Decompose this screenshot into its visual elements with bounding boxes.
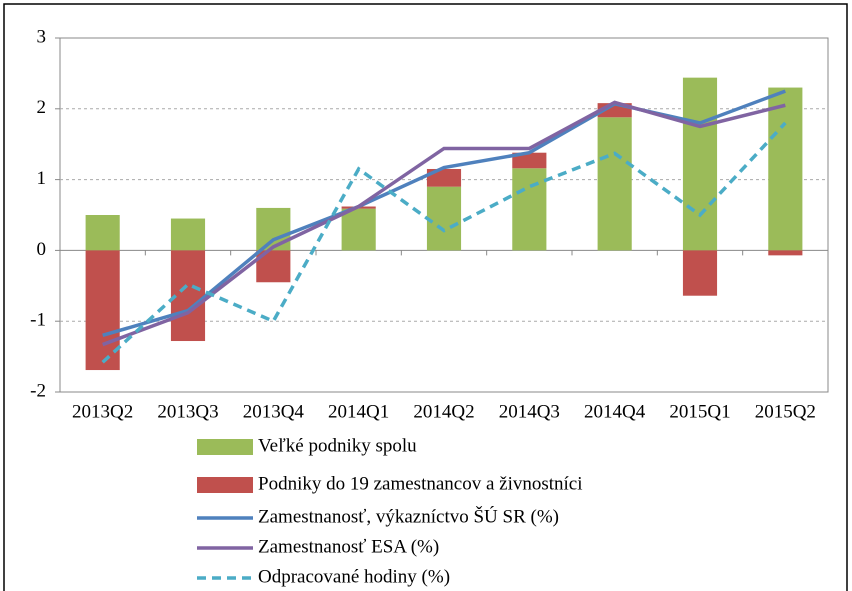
y-tick-label: 0 <box>37 239 47 260</box>
bar <box>426 168 462 187</box>
bar <box>256 207 291 251</box>
bar <box>426 186 462 251</box>
bar <box>512 152 547 169</box>
x-tick-label: 2013Q4 <box>243 401 305 422</box>
line-series <box>101 121 787 364</box>
y-tick-label: -2 <box>30 380 46 401</box>
legend-swatch <box>197 477 253 493</box>
legend-label: Zamestnanosť ESA (%) <box>258 536 439 557</box>
y-tick-label: 3 <box>37 26 47 47</box>
bar <box>170 218 206 251</box>
x-tick-label: 2013Q3 <box>157 401 218 422</box>
bar <box>85 215 120 251</box>
bar <box>682 250 718 296</box>
x-tick-label: 2013Q2 <box>72 401 133 422</box>
x-tick-label: 2014Q4 <box>584 401 646 422</box>
x-tick-label: 2015Q1 <box>669 401 730 422</box>
bar <box>597 117 632 251</box>
bar <box>682 77 718 251</box>
y-tick-label: 2 <box>37 97 47 118</box>
line-series <box>102 100 786 347</box>
chart-border <box>3 3 848 591</box>
x-tick-label: 2014Q2 <box>413 401 474 422</box>
x-tick-label: 2015Q2 <box>755 401 816 422</box>
x-tick-label: 2014Q3 <box>499 401 560 422</box>
bar <box>768 250 803 256</box>
plot-area <box>59 37 829 393</box>
bar <box>341 208 376 251</box>
bar <box>512 168 547 251</box>
legend-label: Podniky do 19 zamestnancov a živnostníci <box>258 473 583 494</box>
legend-label: Zamestnanosť, výkazníctvo ŠÚ SR (%) <box>258 505 559 527</box>
legend-swatch <box>197 439 253 455</box>
bar <box>768 87 803 251</box>
line-series <box>102 89 786 338</box>
legend-label: Odpracované hodiny (%) <box>258 566 450 587</box>
x-tick-label: 2014Q1 <box>328 401 389 422</box>
legend-label: Veľké podniky spolu <box>258 435 417 456</box>
y-tick-label: -1 <box>30 310 46 331</box>
bar <box>170 250 206 342</box>
y-tick-label: 1 <box>37 168 47 189</box>
